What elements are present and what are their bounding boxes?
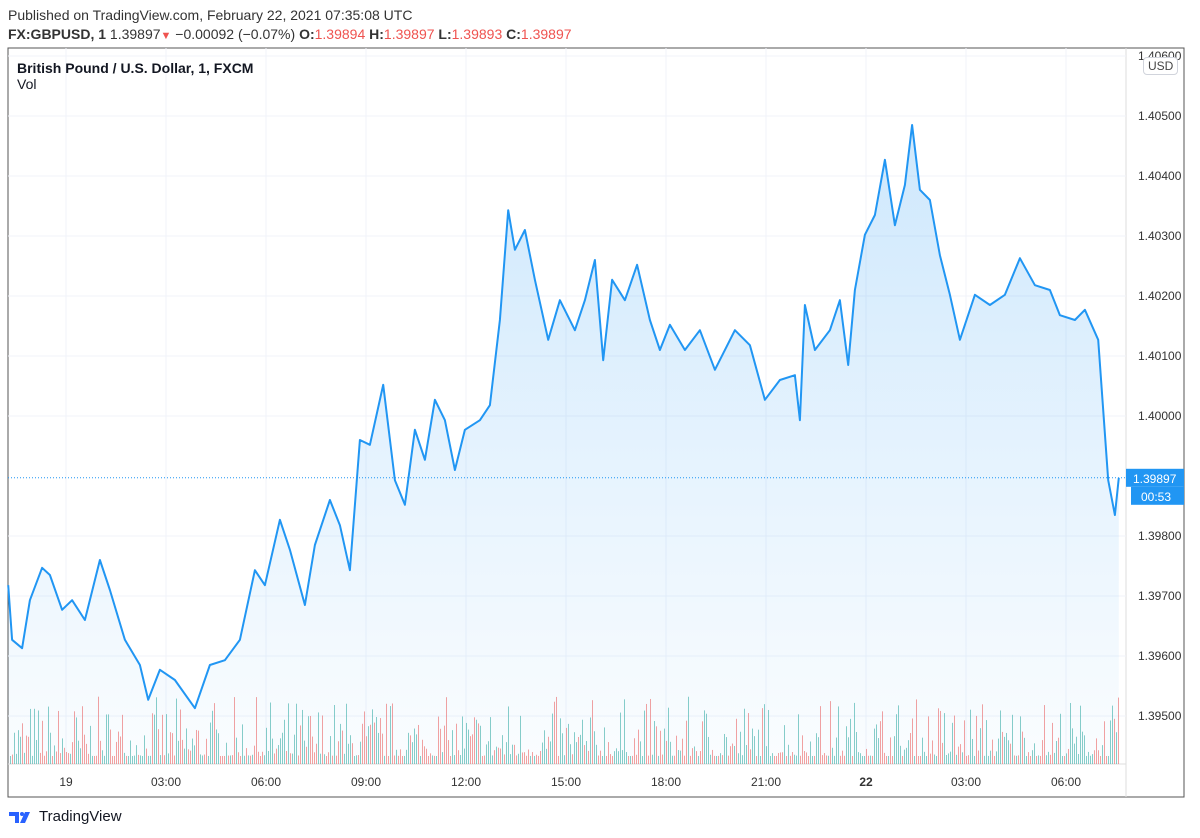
x-tick-label: 18:00 bbox=[651, 775, 681, 789]
open-value: 1.39894 bbox=[314, 26, 366, 42]
x-tick-label: 22 bbox=[859, 775, 873, 789]
y-tick-label: 1.39600 bbox=[1138, 649, 1182, 663]
y-tick-label: 1.40500 bbox=[1138, 109, 1182, 123]
x-tick-label: 06:00 bbox=[251, 775, 281, 789]
ohlc-line: FX:GBPUSD, 1 1.39897▼ −0.00092 (−0.07%) … bbox=[8, 26, 572, 42]
legend-volume: Vol bbox=[17, 76, 37, 92]
y-tick-label: 1.40200 bbox=[1138, 289, 1182, 303]
countdown-label: 00:53 bbox=[1141, 490, 1171, 504]
y-tick-label: 1.40400 bbox=[1138, 169, 1182, 183]
chart-frame bbox=[7, 47, 1185, 798]
x-tick-label: 03:00 bbox=[151, 775, 181, 789]
y-tick-label: 1.40100 bbox=[1138, 349, 1182, 363]
x-tick-label: 09:00 bbox=[351, 775, 381, 789]
x-tick-label: 12:00 bbox=[451, 775, 481, 789]
low-label: L: bbox=[438, 26, 452, 42]
x-tick-label: 19 bbox=[59, 775, 73, 789]
tradingview-logo-icon bbox=[9, 811, 30, 823]
close-label: C: bbox=[506, 26, 521, 42]
y-tick-label: 1.40000 bbox=[1138, 409, 1182, 423]
open-label: O: bbox=[299, 26, 315, 42]
last-price-badge bbox=[1126, 468, 1184, 487]
currency-badge[interactable]: USD bbox=[1143, 57, 1179, 75]
last-price: 1.39897 bbox=[109, 26, 161, 42]
price-area bbox=[8, 125, 1119, 764]
chart-legend: British Pound / U.S. Dollar, 1, FXCM Vol bbox=[17, 60, 253, 92]
symbol: FX:GBPUSD, 1 bbox=[8, 26, 107, 42]
high-label: H: bbox=[369, 26, 384, 42]
x-tick-label: 06:00 bbox=[1051, 775, 1081, 789]
y-tick-label: 1.39500 bbox=[1138, 709, 1182, 723]
tradingview-logo: TradingView bbox=[8, 808, 122, 825]
low-value: 1.39893 bbox=[451, 26, 503, 42]
brand-name: TradingView bbox=[39, 808, 122, 825]
last-price-label: 1.39897 bbox=[1133, 472, 1177, 486]
legend-title: British Pound / U.S. Dollar, 1, FXCM bbox=[17, 60, 254, 76]
x-tick-label: 21:00 bbox=[751, 775, 781, 789]
close-value: 1.39897 bbox=[520, 26, 572, 42]
x-tick-label: 15:00 bbox=[551, 775, 581, 789]
y-tick-label: 1.39800 bbox=[1138, 529, 1182, 543]
x-tick-label: 03:00 bbox=[951, 775, 981, 789]
y-tick-label: 1.39700 bbox=[1138, 589, 1182, 603]
down-triangle-icon: ▼ bbox=[160, 30, 172, 42]
countdown-badge bbox=[1131, 486, 1184, 505]
high-value: 1.39897 bbox=[383, 26, 435, 42]
price-change: −0.00092 (−0.07%) bbox=[175, 26, 296, 42]
y-tick-label: 1.40300 bbox=[1138, 229, 1182, 243]
published-line: Published on TradingView.com, February 2… bbox=[8, 7, 413, 23]
